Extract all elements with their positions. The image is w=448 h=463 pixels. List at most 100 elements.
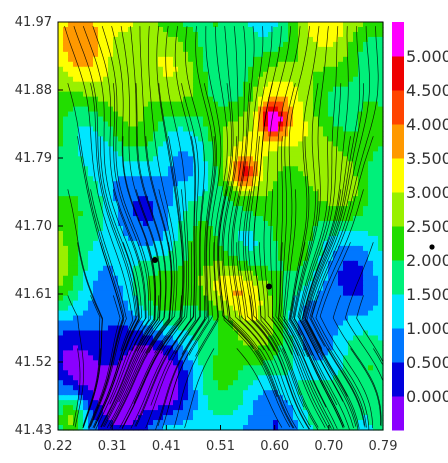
heat-cell — [223, 46, 229, 53]
heat-cell — [88, 360, 94, 366]
heat-cell — [188, 216, 194, 222]
heat-cell — [343, 221, 349, 227]
heat-cell — [58, 171, 64, 177]
heat-cell — [198, 206, 204, 212]
heat-cell — [368, 365, 374, 371]
heat-cell — [193, 81, 199, 88]
heat-cell — [173, 275, 179, 282]
heat-cell — [378, 141, 384, 147]
heat-cell — [148, 81, 154, 88]
heat-cell — [233, 365, 239, 371]
heat-cell — [63, 240, 69, 247]
heat-cell — [313, 206, 319, 212]
heat-cell — [203, 136, 209, 143]
heat-cell — [83, 245, 89, 252]
heat-cell — [358, 86, 364, 93]
heat-cell — [168, 116, 174, 123]
heat-cell — [258, 186, 264, 192]
heat-cell — [78, 310, 84, 317]
heat-cell — [368, 126, 374, 133]
heat-cell — [163, 221, 169, 227]
heat-cell — [373, 46, 379, 53]
heat-cell — [173, 305, 179, 312]
heat-cell — [163, 206, 169, 212]
heat-cell — [173, 340, 179, 347]
heat-cell — [73, 106, 79, 113]
heat-cell — [368, 235, 374, 242]
heat-cell — [313, 265, 319, 272]
heat-cell — [213, 201, 219, 207]
heat-cell — [203, 71, 209, 78]
heat-cell — [178, 151, 184, 157]
heat-cell — [228, 101, 234, 108]
heat-cell — [93, 365, 99, 371]
heat-cell — [318, 101, 324, 108]
heat-cell — [98, 285, 104, 292]
heat-cell — [348, 365, 354, 371]
heat-cell — [378, 285, 384, 292]
heat-cell — [283, 280, 289, 287]
heat-cell — [288, 206, 294, 212]
heat-cell — [128, 211, 134, 217]
heat-cell — [368, 156, 374, 162]
heat-cell — [313, 370, 319, 376]
heat-cell — [258, 400, 264, 406]
heat-cell — [278, 400, 284, 406]
heat-cell — [213, 380, 219, 386]
heat-cell — [258, 101, 264, 108]
heat-cell — [123, 56, 129, 63]
heat-cell — [238, 101, 244, 108]
heat-cell — [343, 156, 349, 162]
heat-cell — [273, 365, 279, 371]
heat-cell — [213, 395, 219, 401]
heat-cell — [228, 51, 234, 58]
heat-cell — [143, 355, 149, 361]
heat-cell — [178, 240, 184, 247]
heat-cell — [363, 235, 369, 242]
heat-cell — [108, 255, 114, 262]
heat-cell — [73, 121, 79, 128]
heat-cell — [108, 131, 114, 138]
heat-cell — [263, 300, 269, 307]
heat-cell — [268, 280, 274, 287]
heat-cell — [183, 96, 189, 103]
heat-cell — [253, 66, 259, 73]
heat-cell — [108, 171, 114, 177]
heat-cell — [298, 400, 304, 406]
heat-cell — [143, 131, 149, 138]
heat-cell — [333, 206, 339, 212]
heat-cell — [348, 285, 354, 292]
heat-cell — [148, 161, 154, 167]
heat-cell — [153, 370, 159, 376]
heat-cell — [168, 96, 174, 103]
heat-cell — [233, 345, 239, 351]
heat-cell — [238, 380, 244, 386]
heat-cell — [83, 335, 89, 342]
heat-cell — [313, 121, 319, 128]
heat-cell — [258, 211, 264, 217]
heat-cell — [153, 275, 159, 282]
heat-cell — [108, 71, 114, 78]
heat-cell — [108, 41, 114, 48]
heat-cell — [163, 250, 169, 257]
heat-cell — [178, 171, 184, 177]
heat-cell — [303, 76, 309, 83]
heat-cell — [268, 166, 274, 172]
heat-cell — [73, 355, 79, 361]
heat-cell — [273, 245, 279, 252]
heat-cell — [188, 230, 194, 237]
heat-cell — [203, 201, 209, 207]
heat-cell — [148, 260, 154, 267]
heat-cell — [358, 245, 364, 252]
heat-cell — [213, 305, 219, 312]
heat-cell — [288, 106, 294, 113]
heat-cell — [153, 230, 159, 237]
heat-cell — [108, 176, 114, 182]
heat-cell — [378, 320, 384, 327]
heat-cell — [333, 325, 339, 332]
heat-cell — [123, 31, 129, 38]
heat-cell — [223, 151, 229, 157]
heat-cell — [248, 245, 254, 252]
heat-cell — [293, 335, 299, 342]
